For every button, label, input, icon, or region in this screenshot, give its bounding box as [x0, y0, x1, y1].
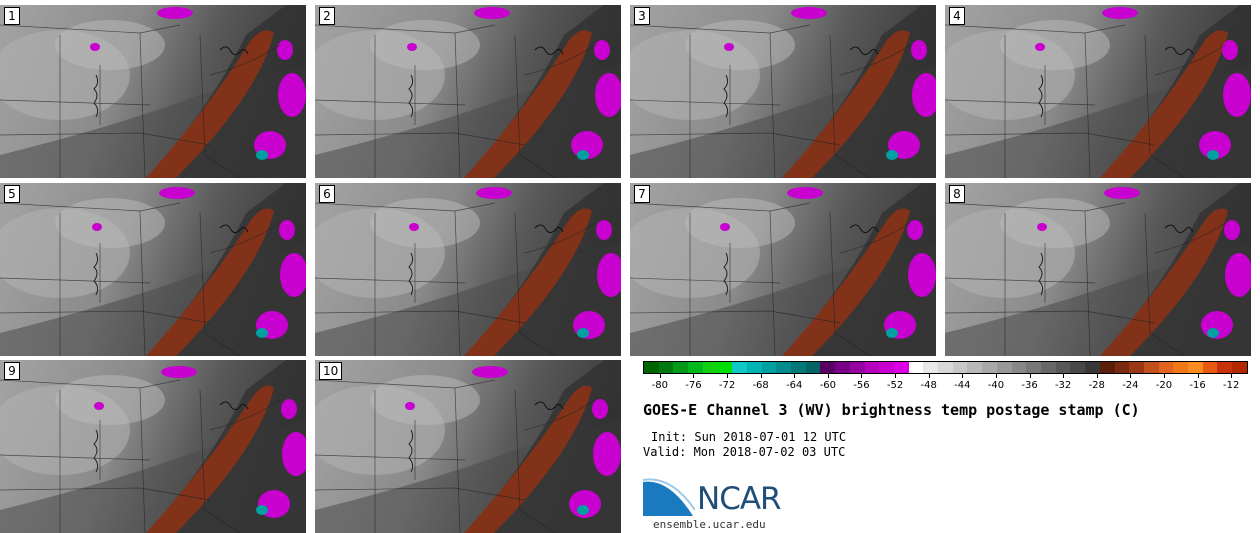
- colorbar-ticks: -80 -76 -72 -68 -64 -60 -56 -52 -48 -44 -40 -36 -32 -…: [643, 374, 1248, 394]
- map-panel-3: 3: [630, 5, 936, 178]
- colorbar-tick-label: -28: [1088, 380, 1105, 391]
- colorbar-swatch: [717, 362, 733, 373]
- colorbar-swatch: [849, 362, 865, 373]
- map-panel-9: 9: [0, 360, 306, 533]
- panel-number-label: 7: [634, 185, 650, 203]
- map-panel-8: 8: [945, 183, 1251, 356]
- water-vapor-map: [315, 183, 621, 356]
- colorbar-swatch: [761, 362, 777, 373]
- water-vapor-map: [0, 5, 306, 178]
- panel-number-label: 4: [949, 7, 965, 25]
- colorbar-swatch: [1173, 362, 1189, 373]
- colorbar-swatch: [1040, 362, 1056, 373]
- colorbar-swatch: [1026, 362, 1041, 373]
- init-time: Init: Sun 2018-07-01 12 UTC: [651, 430, 847, 444]
- colorbar-swatch: [1232, 362, 1247, 373]
- map-panel-7: 7: [630, 183, 936, 356]
- colorbar-swatch: [658, 362, 674, 373]
- colorbar-tick-label: -44: [954, 380, 971, 391]
- panel-number-label: 9: [4, 362, 20, 380]
- panel-number-label: 10: [319, 362, 343, 380]
- colorbar-swatch: [1202, 362, 1218, 373]
- colorbar-tick-label: -76: [685, 380, 702, 391]
- colorbar-swatch: [688, 362, 703, 373]
- ncar-swoosh-icon: [643, 478, 695, 516]
- map-panel-10: 10: [315, 360, 621, 533]
- colorbar-swatch: [1129, 362, 1144, 373]
- colorbar-tick-label: -60: [819, 380, 837, 391]
- colorbar-swatch: [1070, 362, 1086, 373]
- colorbar-tick-label: -32: [1054, 380, 1072, 391]
- valid-time: Valid: Mon 2018-07-02 03 UTC: [643, 445, 846, 459]
- panel-number-label: 3: [634, 7, 650, 25]
- colorbar-swatches: [643, 361, 1248, 374]
- colorbar-swatch: [820, 362, 836, 373]
- map-panel-1: 1: [0, 5, 306, 178]
- colorbar-swatch: [1158, 362, 1174, 373]
- colorbar-swatch: [1055, 362, 1071, 373]
- map-panel-5: 5: [0, 183, 306, 356]
- colorbar-tick-label: -64: [786, 380, 803, 391]
- water-vapor-map: [630, 5, 936, 178]
- water-vapor-map: [0, 360, 306, 533]
- colorbar: -80 -76 -72 -68 -64 -60 -56 -52 -48 -44 -40 -36 -32 -…: [643, 361, 1248, 395]
- colorbar-tick-label: -56: [853, 380, 870, 391]
- product-title: GOES-E Channel 3 (WV) brightness temp po…: [643, 401, 1140, 419]
- water-vapor-map: [0, 183, 306, 356]
- colorbar-tick-label: -24: [1122, 380, 1139, 391]
- panel-number-label: 5: [4, 185, 20, 203]
- colorbar-tick-label: -80: [651, 380, 668, 391]
- map-panel-4: 4: [945, 5, 1251, 178]
- panel-number-label: 1: [4, 7, 20, 25]
- colorbar-tick-label: -20: [1155, 380, 1173, 391]
- colorbar-swatch: [791, 362, 806, 373]
- map-panel-2: 2: [315, 5, 621, 178]
- panel-number-label: 8: [949, 185, 965, 203]
- colorbar-swatch: [893, 362, 909, 373]
- water-vapor-map: [315, 5, 621, 178]
- colorbar-swatch: [702, 362, 718, 373]
- colorbar-swatch: [835, 362, 850, 373]
- colorbar-swatch: [644, 362, 659, 373]
- map-panel-6: 6: [315, 183, 621, 356]
- colorbar-swatch: [1217, 362, 1233, 373]
- colorbar-tick-label: -12: [1223, 380, 1240, 391]
- panel-number-label: 6: [319, 185, 335, 203]
- colorbar-swatch: [673, 362, 689, 373]
- colorbar-swatch: [967, 362, 983, 373]
- colorbar-swatch: [1143, 362, 1159, 373]
- ncar-logo-text: NCAR: [697, 481, 782, 517]
- colorbar-swatch: [1114, 362, 1130, 373]
- colorbar-swatch: [952, 362, 968, 373]
- water-vapor-map: [945, 183, 1251, 356]
- colorbar-swatch: [732, 362, 747, 373]
- colorbar-tick-label: -40: [987, 380, 1005, 391]
- colorbar-swatch: [982, 362, 997, 373]
- colorbar-tick-label: -48: [920, 380, 937, 391]
- colorbar-swatch: [1011, 362, 1027, 373]
- colorbar-swatch: [1188, 362, 1203, 373]
- colorbar-tick-label: -16: [1189, 380, 1206, 391]
- site-url: ensemble.ucar.edu: [653, 518, 766, 531]
- water-vapor-map: [945, 5, 1251, 178]
- water-vapor-map: [630, 183, 936, 356]
- colorbar-swatch: [996, 362, 1012, 373]
- colorbar-swatch: [776, 362, 792, 373]
- colorbar-tick-label: -72: [718, 380, 736, 391]
- colorbar-swatch: [1099, 362, 1115, 373]
- colorbar-swatch: [805, 362, 821, 373]
- colorbar-swatch: [908, 362, 924, 373]
- colorbar-swatch: [746, 362, 762, 373]
- colorbar-swatch: [879, 362, 894, 373]
- colorbar-tick-label: -36: [1021, 380, 1038, 391]
- colorbar-swatch: [1085, 362, 1100, 373]
- colorbar-swatch: [938, 362, 953, 373]
- colorbar-swatch: [923, 362, 939, 373]
- colorbar-tick-label: -52: [886, 380, 904, 391]
- colorbar-swatch: [864, 362, 880, 373]
- water-vapor-map: [315, 360, 621, 533]
- colorbar-tick-label: -68: [752, 380, 769, 391]
- panel-number-label: 2: [319, 7, 335, 25]
- ncar-logo: NCAR: [643, 476, 803, 518]
